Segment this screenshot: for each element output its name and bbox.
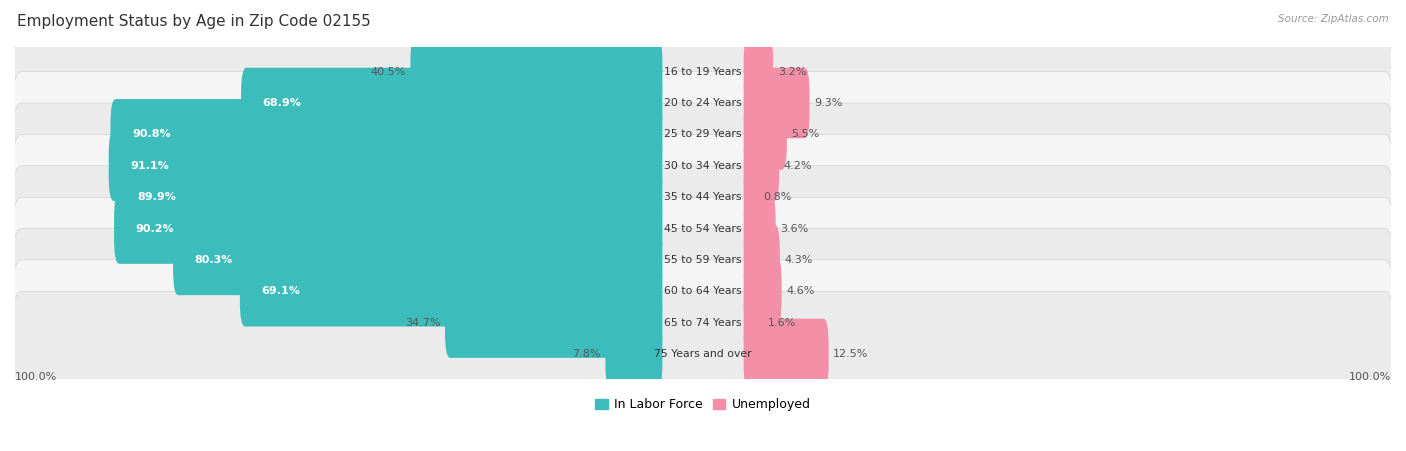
Text: 0.8%: 0.8%: [763, 192, 792, 202]
Text: 55 to 59 Years: 55 to 59 Years: [664, 255, 742, 265]
Text: 100.0%: 100.0%: [1348, 373, 1391, 382]
FancyBboxPatch shape: [744, 99, 787, 170]
FancyBboxPatch shape: [744, 225, 780, 295]
Text: 5.5%: 5.5%: [792, 129, 820, 139]
FancyBboxPatch shape: [744, 162, 759, 232]
FancyBboxPatch shape: [11, 197, 1395, 322]
Text: 68.9%: 68.9%: [263, 98, 301, 108]
Text: 9.3%: 9.3%: [814, 98, 842, 108]
FancyBboxPatch shape: [744, 130, 779, 201]
FancyBboxPatch shape: [411, 37, 662, 107]
Text: 4.6%: 4.6%: [786, 286, 814, 296]
Text: 40.5%: 40.5%: [370, 67, 406, 77]
FancyBboxPatch shape: [11, 166, 1395, 291]
Text: 1.6%: 1.6%: [768, 318, 796, 327]
Text: 30 to 34 Years: 30 to 34 Years: [664, 161, 742, 171]
Text: 60 to 64 Years: 60 to 64 Years: [664, 286, 742, 296]
FancyBboxPatch shape: [744, 319, 828, 389]
Text: 65 to 74 Years: 65 to 74 Years: [664, 318, 742, 327]
FancyBboxPatch shape: [11, 103, 1395, 229]
FancyBboxPatch shape: [111, 99, 662, 170]
Text: 12.5%: 12.5%: [834, 349, 869, 359]
Text: Employment Status by Age in Zip Code 02155: Employment Status by Age in Zip Code 021…: [17, 14, 371, 28]
FancyBboxPatch shape: [744, 256, 782, 327]
Text: 16 to 19 Years: 16 to 19 Years: [664, 67, 742, 77]
FancyBboxPatch shape: [173, 225, 662, 295]
FancyBboxPatch shape: [240, 256, 662, 327]
FancyBboxPatch shape: [11, 72, 1395, 197]
FancyBboxPatch shape: [11, 9, 1395, 134]
Text: 3.2%: 3.2%: [778, 67, 806, 77]
FancyBboxPatch shape: [115, 162, 662, 232]
Text: 69.1%: 69.1%: [262, 286, 301, 296]
Legend: In Labor Force, Unemployed: In Labor Force, Unemployed: [591, 393, 815, 416]
Text: 90.2%: 90.2%: [136, 224, 174, 234]
Text: 45 to 54 Years: 45 to 54 Years: [664, 224, 742, 234]
Text: 89.9%: 89.9%: [138, 192, 176, 202]
Text: 35 to 44 Years: 35 to 44 Years: [664, 192, 742, 202]
Text: 7.8%: 7.8%: [572, 349, 600, 359]
FancyBboxPatch shape: [108, 130, 662, 201]
FancyBboxPatch shape: [744, 68, 810, 138]
Text: 75 Years and over: 75 Years and over: [654, 349, 752, 359]
Text: 100.0%: 100.0%: [15, 373, 58, 382]
Text: 3.6%: 3.6%: [780, 224, 808, 234]
Text: 34.7%: 34.7%: [405, 318, 440, 327]
Text: Source: ZipAtlas.com: Source: ZipAtlas.com: [1278, 14, 1389, 23]
FancyBboxPatch shape: [606, 319, 662, 389]
Text: 80.3%: 80.3%: [194, 255, 233, 265]
FancyBboxPatch shape: [744, 37, 773, 107]
Text: 4.2%: 4.2%: [783, 161, 813, 171]
FancyBboxPatch shape: [114, 193, 662, 264]
Text: 4.3%: 4.3%: [785, 255, 813, 265]
Text: 25 to 29 Years: 25 to 29 Years: [664, 129, 742, 139]
FancyBboxPatch shape: [744, 193, 776, 264]
FancyBboxPatch shape: [11, 291, 1395, 417]
FancyBboxPatch shape: [744, 287, 763, 358]
FancyBboxPatch shape: [11, 260, 1395, 385]
Text: 20 to 24 Years: 20 to 24 Years: [664, 98, 742, 108]
FancyBboxPatch shape: [240, 68, 662, 138]
Text: 91.1%: 91.1%: [131, 161, 169, 171]
Text: 90.8%: 90.8%: [132, 129, 170, 139]
FancyBboxPatch shape: [11, 229, 1395, 354]
FancyBboxPatch shape: [11, 40, 1395, 166]
FancyBboxPatch shape: [444, 287, 662, 358]
FancyBboxPatch shape: [11, 134, 1395, 260]
